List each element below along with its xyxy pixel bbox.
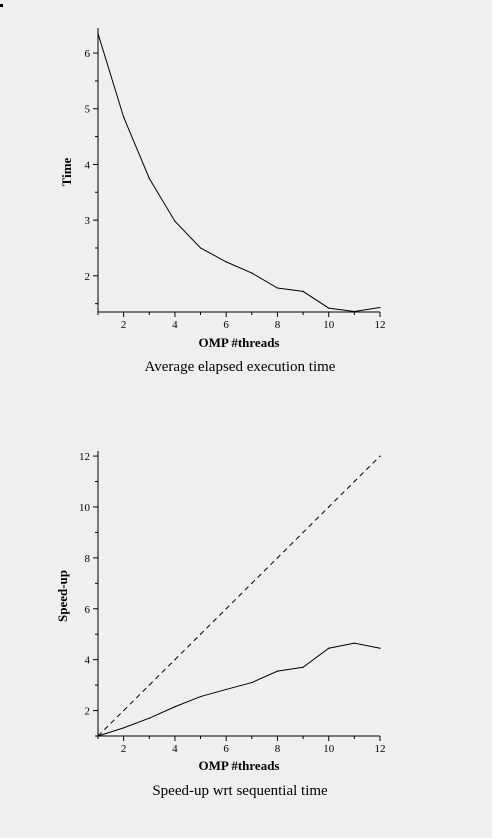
speedup-y-tick-label: 8	[85, 553, 91, 565]
time-plot-area: 2 4 6 8 10 12 2 3 4 5 6	[85, 28, 386, 331]
speedup-chart-caption: Speed-up wrt sequential time	[152, 783, 328, 799]
speedup-x-tick-label: 2	[121, 743, 127, 755]
corner-mark	[0, 4, 3, 7]
speedup-data-point	[353, 480, 355, 483]
speedup-data-point	[174, 706, 176, 708]
speedup-y-tick-label: 12	[79, 451, 90, 463]
speedup-ideal-line	[97, 455, 381, 737]
speedup-x-tick-label: 4	[172, 743, 178, 755]
time-y-tick-label: 4	[85, 159, 91, 171]
speedup-y-tick-label: 4	[85, 655, 91, 667]
speedup-data-point	[174, 659, 176, 661]
time-x-tick-label: 6	[223, 319, 229, 331]
speedup-y-axis-label: Speed-up	[55, 570, 70, 622]
time-y-tick-label: 5	[85, 104, 91, 116]
speedup-x-axis-label: OMP #threads	[198, 758, 279, 773]
time-data-point	[174, 220, 176, 222]
time-data-point	[353, 310, 355, 313]
speedup-y-tick-label: 2	[85, 706, 91, 718]
time-x-axis-label: OMP #threads	[198, 335, 279, 350]
speedup-data-point	[97, 735, 99, 737]
time-data-point	[302, 290, 304, 292]
speedup-data-point	[379, 647, 381, 649]
time-x-tick-label: 8	[275, 319, 281, 331]
speedup-data-point	[328, 506, 330, 508]
speedup-data-point	[148, 717, 150, 719]
speedup-data-point	[353, 642, 355, 644]
speedup-data-point	[276, 670, 279, 672]
speedup-y-tick-label: 6	[85, 604, 91, 616]
speedup-data-point	[328, 647, 330, 649]
time-data-point	[276, 287, 279, 289]
speedup-x-tick-label: 6	[223, 743, 229, 755]
time-y-tick-label: 3	[85, 215, 91, 227]
time-y-tick-label: 6	[85, 48, 91, 60]
time-data-point	[251, 272, 253, 274]
time-data-point	[123, 116, 125, 118]
speedup-data-point	[199, 633, 202, 635]
time-x-tick-label: 12	[375, 319, 386, 331]
time-data-point	[328, 307, 330, 309]
speedup-data-point	[302, 666, 304, 668]
time-y-tick-label: 2	[85, 271, 91, 283]
time-chart: 2 4 6 8 10 12 2 3 4 5 6 OMP #threads Time Average …	[59, 28, 386, 375]
speedup-data-point	[302, 531, 304, 534]
speedup-chart: 2 4 6 8 10 12 2 4 6 8 10 12 OMP #threads Speed-up S…	[55, 451, 386, 799]
speedup-data-point	[276, 557, 279, 559]
speedup-y-tick-label: 10	[79, 502, 91, 514]
speedup-data-point	[199, 695, 202, 698]
speedup-data-point	[123, 709, 125, 712]
time-series-line	[97, 33, 381, 312]
time-y-axis-label: Time	[59, 157, 74, 186]
speedup-data-point	[148, 684, 150, 686]
time-x-tick-label: 2	[121, 319, 127, 331]
time-data-point	[225, 261, 227, 263]
time-data-point	[97, 32, 99, 35]
time-data-point	[199, 247, 202, 249]
speedup-data-point	[123, 727, 125, 729]
time-data-point	[148, 177, 150, 179]
time-chart-caption: Average elapsed execution time	[145, 359, 336, 375]
speedup-plot-area: 2 4 6 8 10 12 2 4 6 8 10 12	[79, 451, 386, 755]
time-data-point	[379, 306, 381, 309]
speedup-x-tick-label: 10	[323, 743, 335, 755]
speedup-data-point	[225, 608, 227, 610]
speedup-data-point	[251, 681, 253, 684]
time-x-tick-label: 10	[323, 319, 335, 331]
speedup-data-point	[251, 582, 253, 584]
speedup-data-point	[225, 688, 227, 691]
speedup-x-tick-label: 12	[375, 743, 386, 755]
speedup-data-point	[379, 455, 381, 457]
speedup-series-line	[97, 642, 381, 737]
speedup-x-tick-label: 8	[275, 743, 281, 755]
time-x-tick-label: 4	[172, 319, 178, 331]
